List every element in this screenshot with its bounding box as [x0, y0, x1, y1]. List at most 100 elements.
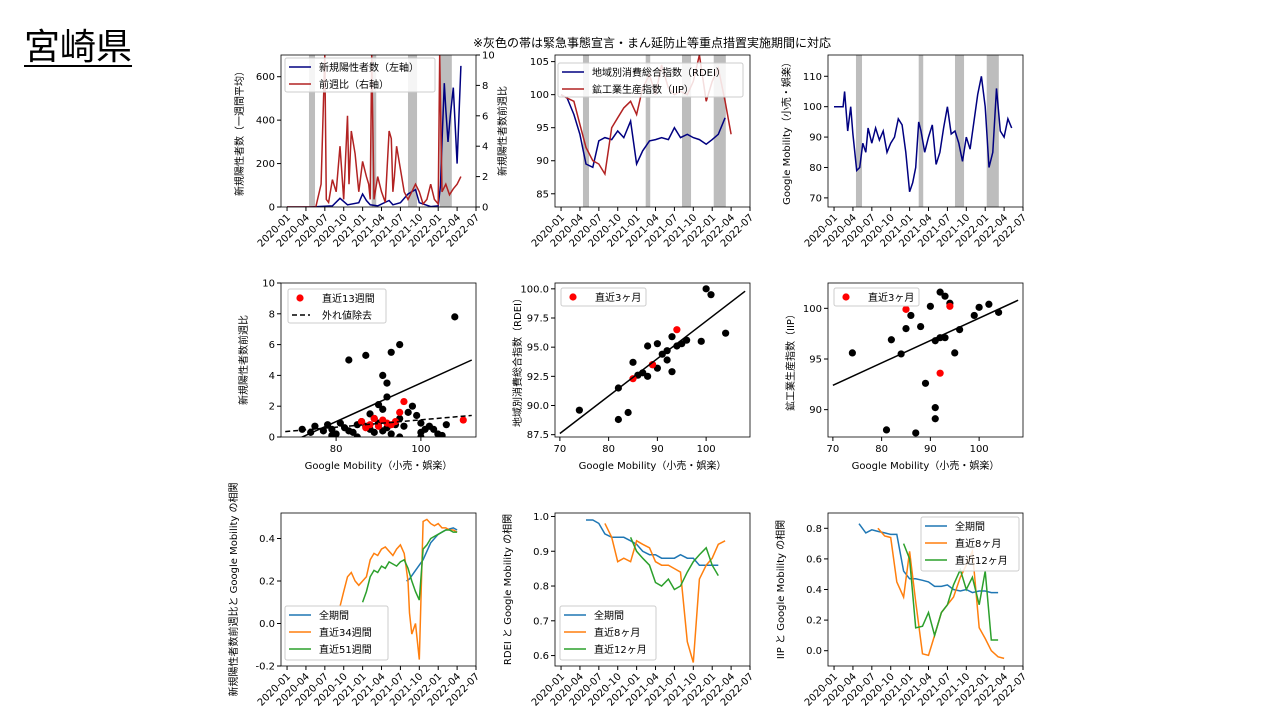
axes-frame: [280, 282, 477, 438]
plot-area: [287, 55, 462, 207]
y-axis-label: 新規陽性者数前週比: [237, 315, 250, 405]
x-axis-label: Google Mobility（小売・娯楽）: [579, 459, 727, 472]
legend-marker: [296, 294, 304, 302]
series-line-1: [287, 65, 462, 207]
axes-frame: [827, 282, 1024, 438]
y-axis-label: 新規陽性者数前週比と Google Mobility の相関: [227, 482, 240, 696]
legend-label: 直近12ヶ月: [594, 643, 647, 656]
y-tick-label: 0.7: [533, 616, 549, 627]
regression-line: [300, 359, 473, 437]
scatter-point: [438, 431, 446, 437]
legend-box: [557, 62, 744, 98]
prefecture-title: 宮崎県: [24, 27, 133, 68]
emergency-band: [371, 55, 377, 207]
axes-frame: [827, 54, 1024, 208]
scatter-point: [328, 431, 336, 437]
recent-point: [357, 418, 366, 426]
y-tick-label: 0: [269, 203, 275, 214]
scatter-point: [404, 408, 412, 416]
y-right-tick-label: 2: [482, 172, 488, 183]
plot-area: [339, 518, 458, 660]
scatter-point: [353, 433, 361, 437]
scatter-point: [451, 313, 459, 321]
scatter-point: [931, 415, 939, 423]
legend-box: [920, 516, 1020, 572]
y-tick-label: 0.6: [806, 554, 822, 565]
emergency-band: [645, 55, 651, 207]
series-line-2: [287, 55, 462, 207]
y-tick-label: 70: [809, 193, 822, 204]
recent-point: [400, 397, 408, 406]
y-axis-label: RDEI と Google Mobility の相関: [501, 514, 514, 665]
y-tick-label: 100: [803, 102, 822, 113]
y-tick-label: 8: [269, 309, 275, 320]
y-right-axis-label: 新規陽性者数前週比: [496, 86, 509, 176]
emergency-band: [954, 55, 965, 207]
scatter-point: [707, 291, 715, 299]
legend-label: 直近3ヶ月: [595, 291, 641, 304]
scatter-point: [907, 311, 915, 320]
legend-label: 全期間: [594, 609, 624, 622]
legend: 直近3ヶ月: [833, 287, 920, 307]
y-tick-label: 92.5: [527, 372, 549, 383]
chart-panel-8: 0.60.70.80.91.02020-012020-042020-072020…: [501, 512, 756, 709]
y-right-tick-label: 8: [482, 81, 488, 92]
series-line-3: [902, 543, 999, 641]
x-axis-label: Google Mobility（小売・娯楽）: [852, 459, 1000, 472]
regression-line: [832, 299, 1019, 387]
series-line-1: [560, 94, 726, 169]
chart-panel-7: -0.20.00.20.42020-012020-042020-072020-1…: [227, 482, 482, 708]
scatter-point: [644, 342, 652, 350]
axes-frame: [827, 512, 1024, 667]
scatter-point: [985, 300, 993, 308]
legend-box: [287, 288, 387, 324]
axes-frame: [554, 282, 751, 438]
y-tick-label: 95: [536, 123, 549, 134]
scatter-point: [941, 334, 949, 342]
scatter-point: [921, 379, 930, 387]
scatter-point: [379, 371, 387, 379]
scatter-point: [413, 411, 421, 420]
scatter-point: [575, 406, 583, 414]
scatter-point: [882, 426, 891, 434]
scatter-point: [653, 340, 661, 348]
recent-point: [946, 302, 954, 310]
y-tick-label: 90.0: [527, 401, 549, 412]
y-right-tick-label: 0: [482, 203, 488, 214]
y-tick-label: 200: [256, 159, 275, 170]
y-tick-label: 87.5: [527, 430, 549, 441]
axes-frame: [554, 512, 751, 667]
chart-panel-9: 0.00.20.40.60.82020-012020-042020-072020…: [774, 512, 1029, 709]
legend-box: [559, 605, 657, 661]
scatter-point: [663, 356, 671, 364]
y-tick-label: 2: [269, 402, 275, 413]
legend-label: 直近8ヶ月: [955, 537, 1001, 550]
scatter-point: [931, 404, 939, 412]
legend-marker: [569, 293, 577, 301]
recent-point: [902, 305, 910, 313]
scatter-point: [349, 428, 357, 436]
scatter-point: [400, 422, 408, 430]
legend-label: 全期間: [955, 520, 985, 533]
emergency-band: [855, 55, 863, 207]
axes-frame: [280, 512, 477, 667]
y-tick-label: 0.4: [806, 585, 822, 596]
scatter-point: [387, 348, 395, 356]
x-tick-label: 100: [697, 444, 716, 455]
plot-area: [559, 285, 746, 435]
y-tick-label: 600: [256, 72, 275, 83]
plot-area: [834, 76, 1013, 193]
y-right-tick-label: 4: [482, 142, 488, 153]
y-tick-label: 0.6: [533, 651, 549, 662]
scatter-point: [311, 422, 319, 430]
y-tick-label: 85: [536, 189, 549, 200]
y-tick-label: 100: [803, 304, 822, 315]
scatter-point: [379, 405, 387, 413]
plot-area: [858, 523, 1005, 660]
scatter-point: [336, 419, 344, 427]
scatter-point: [697, 337, 705, 345]
y-tick-label: 0.8: [806, 524, 822, 535]
